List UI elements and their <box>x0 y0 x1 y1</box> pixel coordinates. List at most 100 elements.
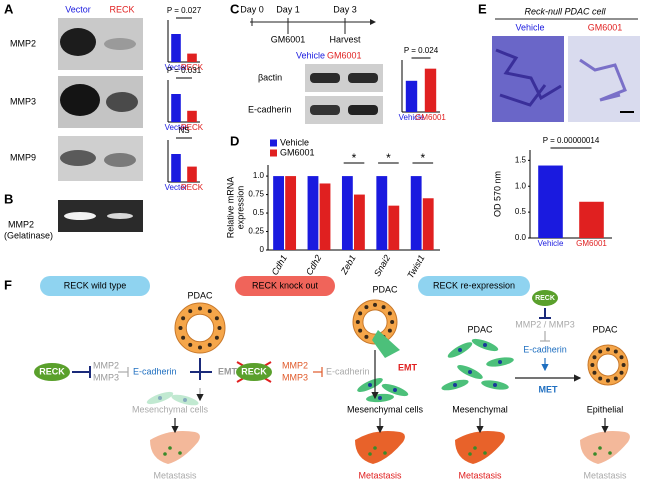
timeline-label: Day 0 <box>240 4 264 14</box>
metastasis-dot <box>163 452 167 456</box>
legend-label: Vehicle <box>280 137 309 147</box>
bar <box>319 183 331 250</box>
timeline-event: GM6001 <box>271 34 306 44</box>
nucleus <box>453 383 457 387</box>
nucleus <box>387 328 392 333</box>
reck: RECK <box>39 366 65 376</box>
legend-swatch <box>270 139 277 147</box>
invading-cells <box>372 330 400 358</box>
blot-label: E-cadherin <box>248 104 292 114</box>
met-label: Metastasis <box>583 470 627 480</box>
nucleus <box>483 343 487 347</box>
pdac-label: PDAC <box>372 284 398 294</box>
nucleus <box>590 363 595 367</box>
organoids <box>146 299 630 464</box>
significance-star: * <box>386 151 391 165</box>
nucleus <box>198 345 202 350</box>
x-tick-label: Snai2 <box>372 253 392 278</box>
timeline-label: Day 1 <box>276 4 300 14</box>
timeline-event: Harvest <box>329 34 361 44</box>
y-axis-label: Relative mRNA <box>225 177 235 239</box>
p-value: P = 0.024 <box>404 46 439 55</box>
blot-label: (Gelatinase) <box>4 230 53 240</box>
nucleus <box>621 363 626 367</box>
nucleus <box>214 316 219 321</box>
nucleus <box>498 360 502 364</box>
gel-band <box>64 212 96 220</box>
mmp-label: MMP2 <box>93 360 119 370</box>
lane-label: Vehicle <box>296 50 325 60</box>
image-label: GM6001 <box>588 22 623 32</box>
nucleus <box>355 320 360 324</box>
bar <box>187 53 197 62</box>
reck-ovals <box>34 290 558 381</box>
nucleus <box>393 388 397 392</box>
bar <box>187 110 197 122</box>
pdac-label: PDAC <box>187 290 213 300</box>
nucleus <box>188 309 193 314</box>
cells-label: Epithelial <box>587 404 624 414</box>
x-tick-label: RECK <box>181 183 204 192</box>
pdac-label: PDAC <box>592 324 618 334</box>
p-value: P = 0.027 <box>167 6 202 15</box>
pdac-label: PDAC <box>467 324 493 334</box>
metastasis-dot <box>368 452 372 456</box>
x-tick-label: RECK <box>181 123 204 132</box>
cells-label: Mesenchymal cells <box>347 404 424 414</box>
nucleus <box>158 396 162 400</box>
state-label: RECK re-expression <box>433 280 515 290</box>
x-tick-label: Vector <box>165 123 188 132</box>
x-tick-label: RECK <box>181 63 204 72</box>
reck: RECK <box>535 295 555 302</box>
state-label: RECK wild type <box>64 280 127 290</box>
liver <box>580 431 630 464</box>
liver <box>455 431 505 464</box>
met-label: Metastasis <box>358 470 402 480</box>
bar <box>410 176 422 250</box>
y-tick-label: 0.75 <box>248 190 264 199</box>
lumen <box>362 309 388 335</box>
micrographs <box>492 36 640 122</box>
mmp-label: MMP3 <box>93 372 119 382</box>
lane-label: RECK <box>109 4 134 14</box>
gel-band <box>107 213 133 219</box>
nucleus <box>217 326 222 330</box>
liver <box>150 431 200 464</box>
nucleus <box>468 370 472 374</box>
reck: RECK <box>241 366 267 376</box>
image-label: Vehicle <box>515 22 544 32</box>
nucleus <box>598 376 603 381</box>
x-tick-label: Vehicle <box>399 113 425 122</box>
met-state-label: MET <box>539 384 559 394</box>
metastasis-dot <box>608 451 612 455</box>
x-tick-label: Zeb1 <box>338 253 357 277</box>
mmp-label: MMP2 <box>282 360 308 370</box>
bar <box>273 176 284 250</box>
nucleus <box>390 320 395 324</box>
nucleus <box>364 334 369 339</box>
nucleus <box>178 326 183 330</box>
nucleus <box>458 348 462 352</box>
nucleus <box>207 309 212 314</box>
blot-label: MMP3 <box>10 96 36 106</box>
emt-label: EMT <box>218 366 238 376</box>
nucleus <box>214 335 219 340</box>
legend-label: GM6001 <box>280 147 315 157</box>
nucleus <box>613 376 618 381</box>
nucleus <box>606 378 610 383</box>
x-tick-label: Twist1 <box>405 253 426 280</box>
nucleus <box>381 305 386 310</box>
nucleus <box>613 349 618 354</box>
bar <box>341 176 353 250</box>
nucleus <box>364 305 369 310</box>
state-label: RECK knock out <box>252 280 319 290</box>
p-value: P = 0.00000014 <box>543 136 600 145</box>
panel-label: F <box>4 277 12 292</box>
ecad-label: E-cadherin <box>133 366 177 376</box>
metastasis-dot <box>168 446 172 450</box>
y-tick-label: 0.25 <box>248 227 264 236</box>
bar <box>307 176 319 250</box>
schematic <box>40 276 530 296</box>
nucleus <box>207 342 212 347</box>
blot-label: MMP9 <box>10 152 36 162</box>
